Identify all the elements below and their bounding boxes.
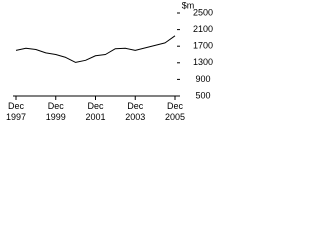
y-tick-label: 900: [195, 74, 210, 84]
y-tick-label: 2100: [193, 24, 213, 34]
x-tick-label: Dec 2005: [165, 101, 185, 122]
x-tick-label: Dec 1999: [46, 101, 66, 122]
x-tick-label: Dec 2003: [125, 101, 145, 122]
y-tick-label: 500: [195, 90, 210, 100]
x-tick-label: Dec 2001: [85, 101, 105, 122]
chart: $m 500 900 1300 1700 2100 2500 Dec 1997 Dec 1999 D…: [6, 0, 213, 122]
y-tick-label: 2500: [193, 7, 213, 17]
data-line: [15, 35, 176, 63]
y-tick-label: 1300: [193, 57, 213, 67]
x-tick-label: Dec 1997: [6, 101, 26, 122]
y-axis-label: $m: [182, 0, 195, 10]
y-tick-label: 1700: [193, 41, 213, 51]
